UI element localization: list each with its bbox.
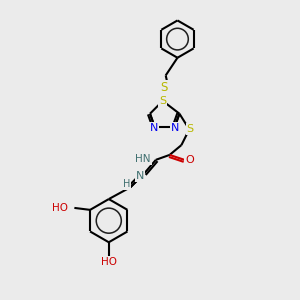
Text: S: S [160,81,167,94]
Text: O: O [185,155,194,165]
Text: N: N [150,123,158,134]
Text: HO: HO [101,257,117,267]
Text: S: S [159,96,166,106]
Text: HN: HN [136,154,151,164]
Text: HO: HO [52,203,68,213]
Text: H: H [123,179,130,189]
Text: N: N [136,170,144,181]
Text: N: N [171,123,180,134]
Text: S: S [187,124,194,134]
